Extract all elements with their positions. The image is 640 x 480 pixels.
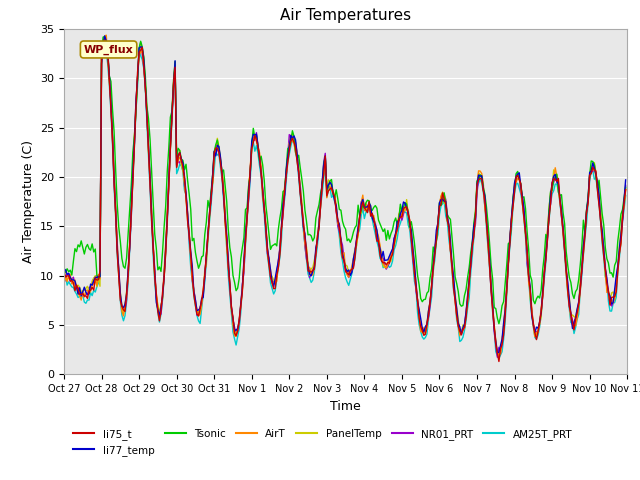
X-axis label: Time: Time	[330, 400, 361, 413]
Y-axis label: Air Temperature (C): Air Temperature (C)	[22, 140, 35, 263]
Title: Air Temperatures: Air Temperatures	[280, 9, 411, 24]
Text: WP_flux: WP_flux	[84, 44, 134, 55]
Legend: li75_t, li77_temp, Tsonic, AirT, PanelTemp, NR01_PRT, AM25T_PRT: li75_t, li77_temp, Tsonic, AirT, PanelTe…	[69, 424, 577, 460]
